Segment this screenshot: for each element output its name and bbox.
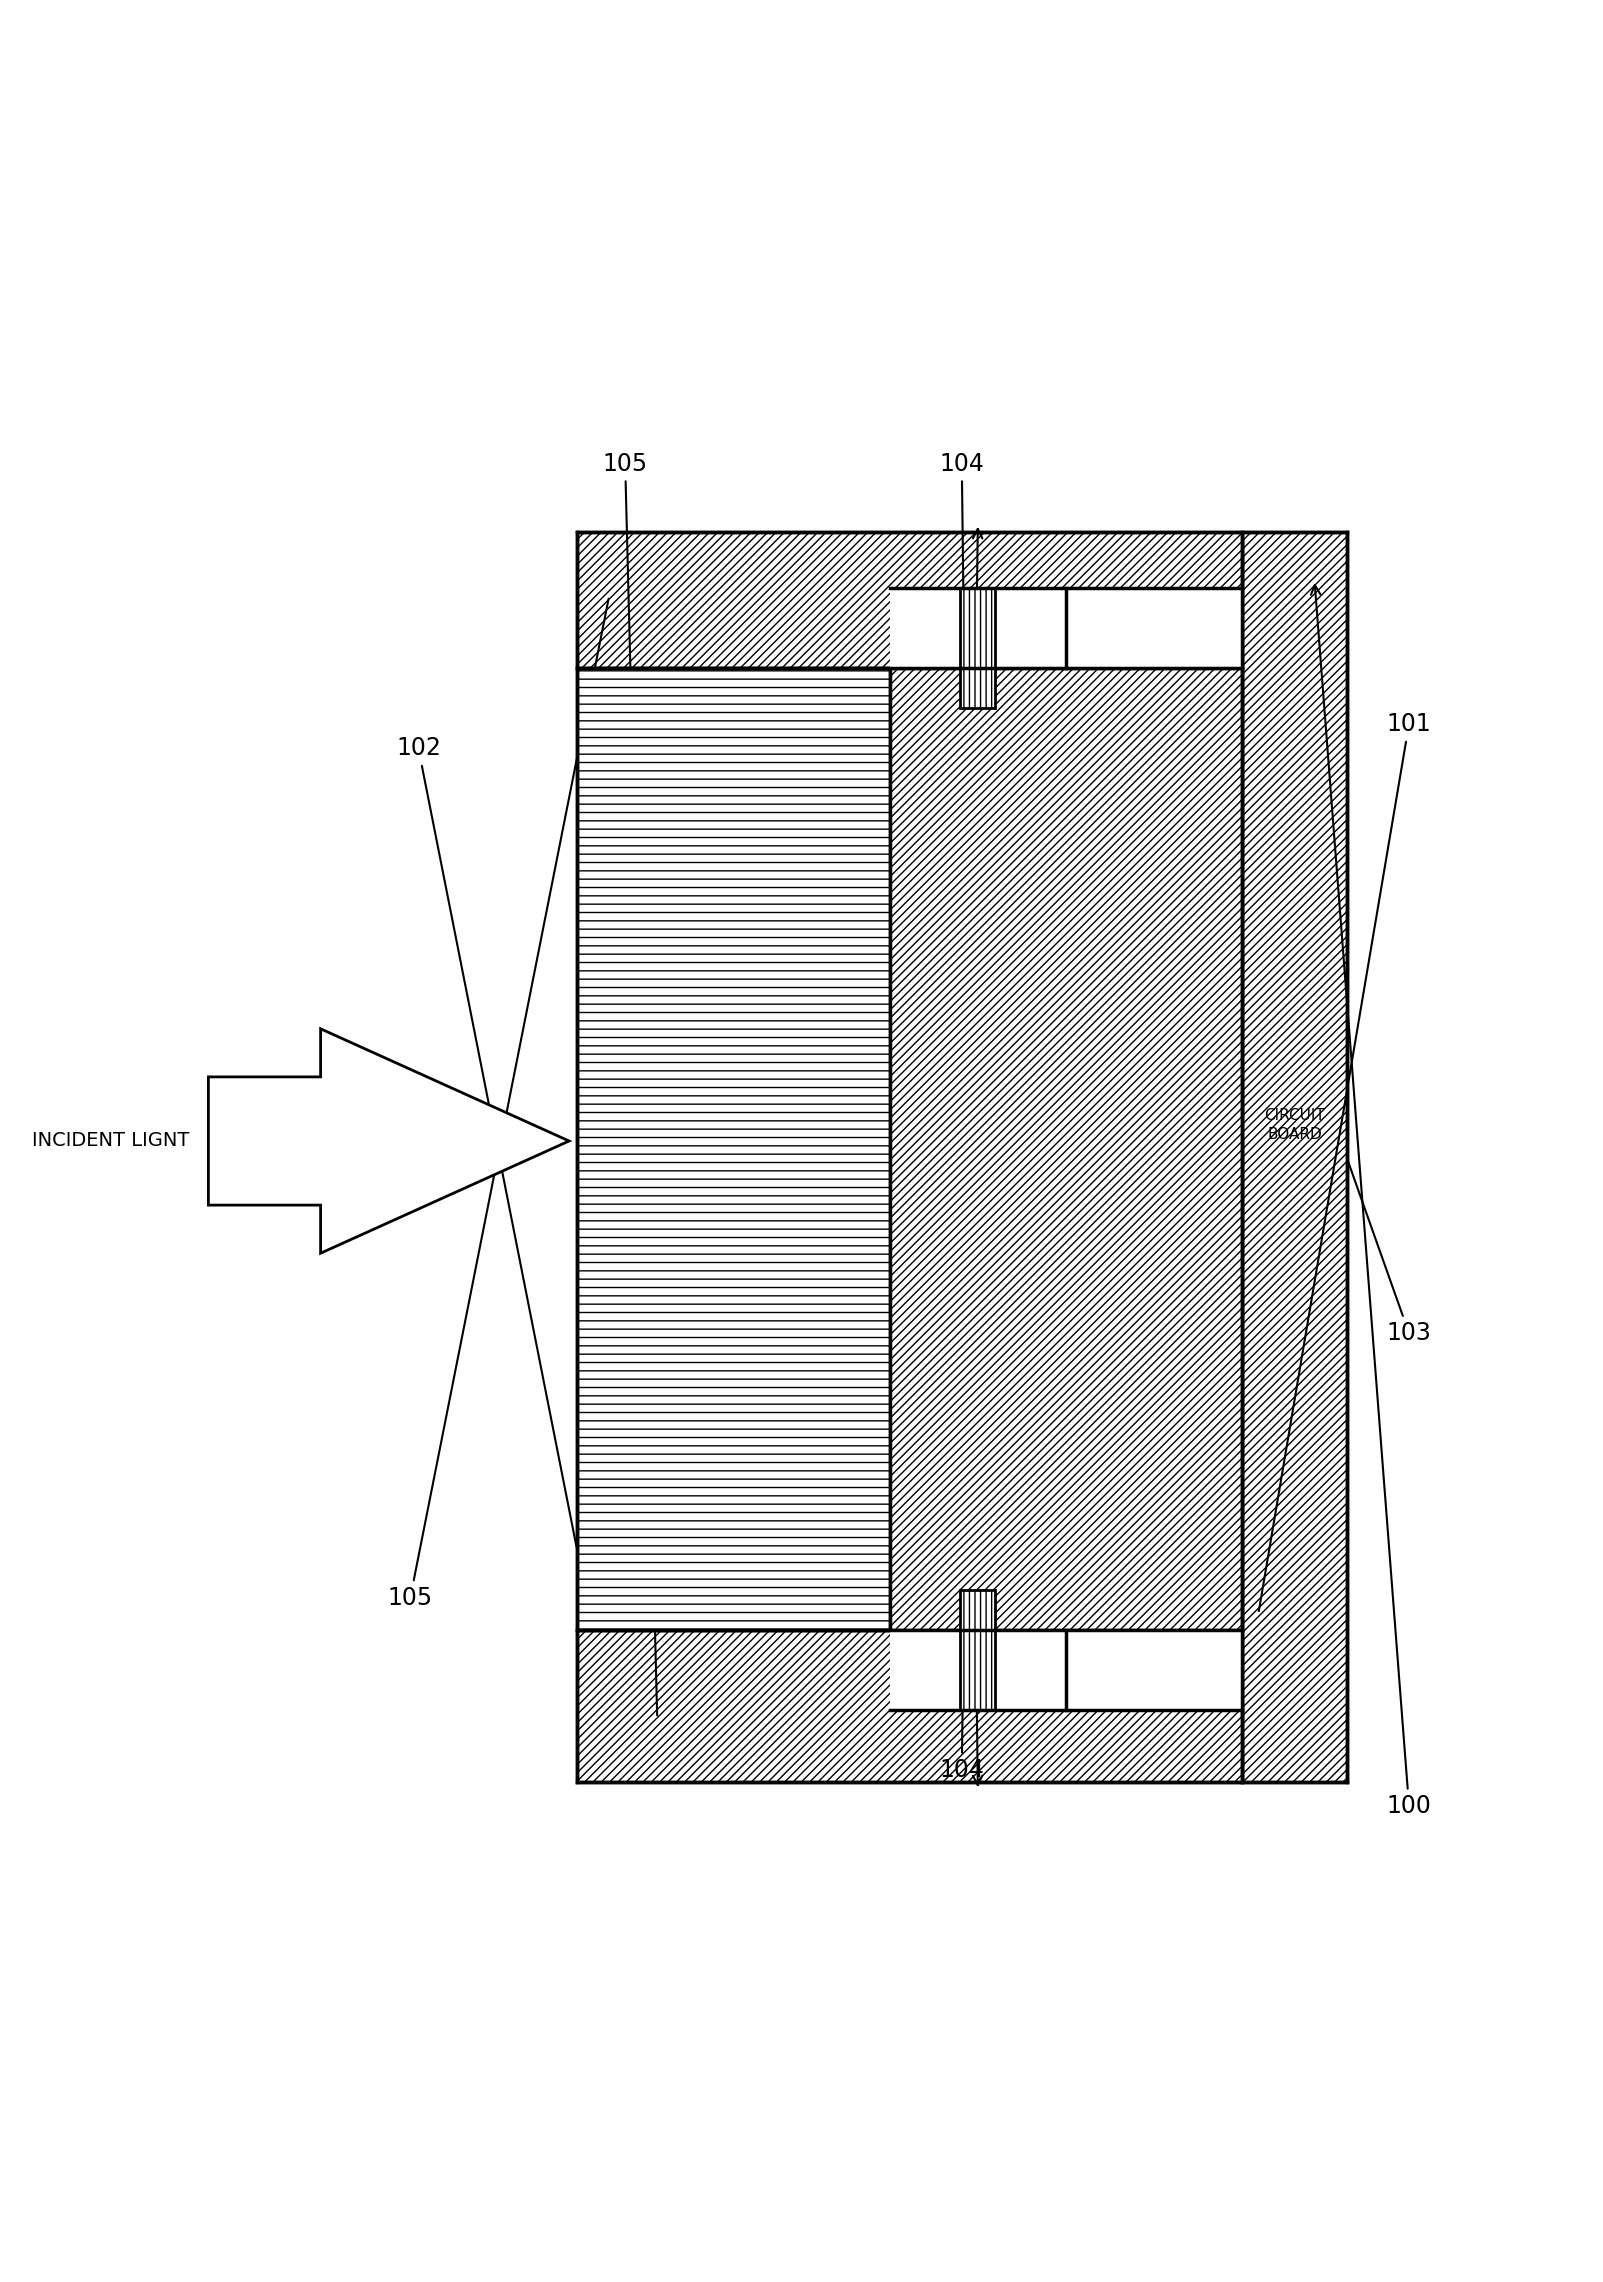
Text: 105: 105 — [603, 452, 657, 1716]
Bar — [960, 589, 995, 707]
Text: 103: 103 — [1348, 1159, 1431, 1346]
Text: 101: 101 — [1258, 712, 1431, 1611]
Bar — [960, 1591, 995, 1709]
Text: 100: 100 — [1311, 584, 1431, 1819]
Bar — [890, 589, 1242, 669]
Polygon shape — [208, 1029, 569, 1253]
Text: IMAGING
DEVICE
CHIP: IMAGING DEVICE CHIP — [1016, 1091, 1084, 1143]
Text: INCIDENT LIGNT: INCIDENT LIGNT — [32, 1132, 189, 1150]
Text: 102: 102 — [396, 737, 577, 1547]
Text: 104: 104 — [939, 529, 984, 1782]
Text: TRANS-
PARENT
GLASS
SUB-
STRATE: TRANS- PARENT GLASS SUB- STRATE — [704, 1073, 763, 1162]
Bar — [890, 669, 1242, 1629]
Bar — [890, 1629, 1242, 1709]
Text: 104: 104 — [939, 452, 984, 1785]
Bar — [577, 1629, 1242, 1782]
Bar — [577, 669, 890, 1629]
Text: CIRCUIT
BOARD: CIRCUIT BOARD — [1265, 1109, 1324, 1141]
Bar — [577, 532, 1242, 669]
Text: 105: 105 — [388, 598, 609, 1609]
Bar — [1242, 532, 1347, 1782]
